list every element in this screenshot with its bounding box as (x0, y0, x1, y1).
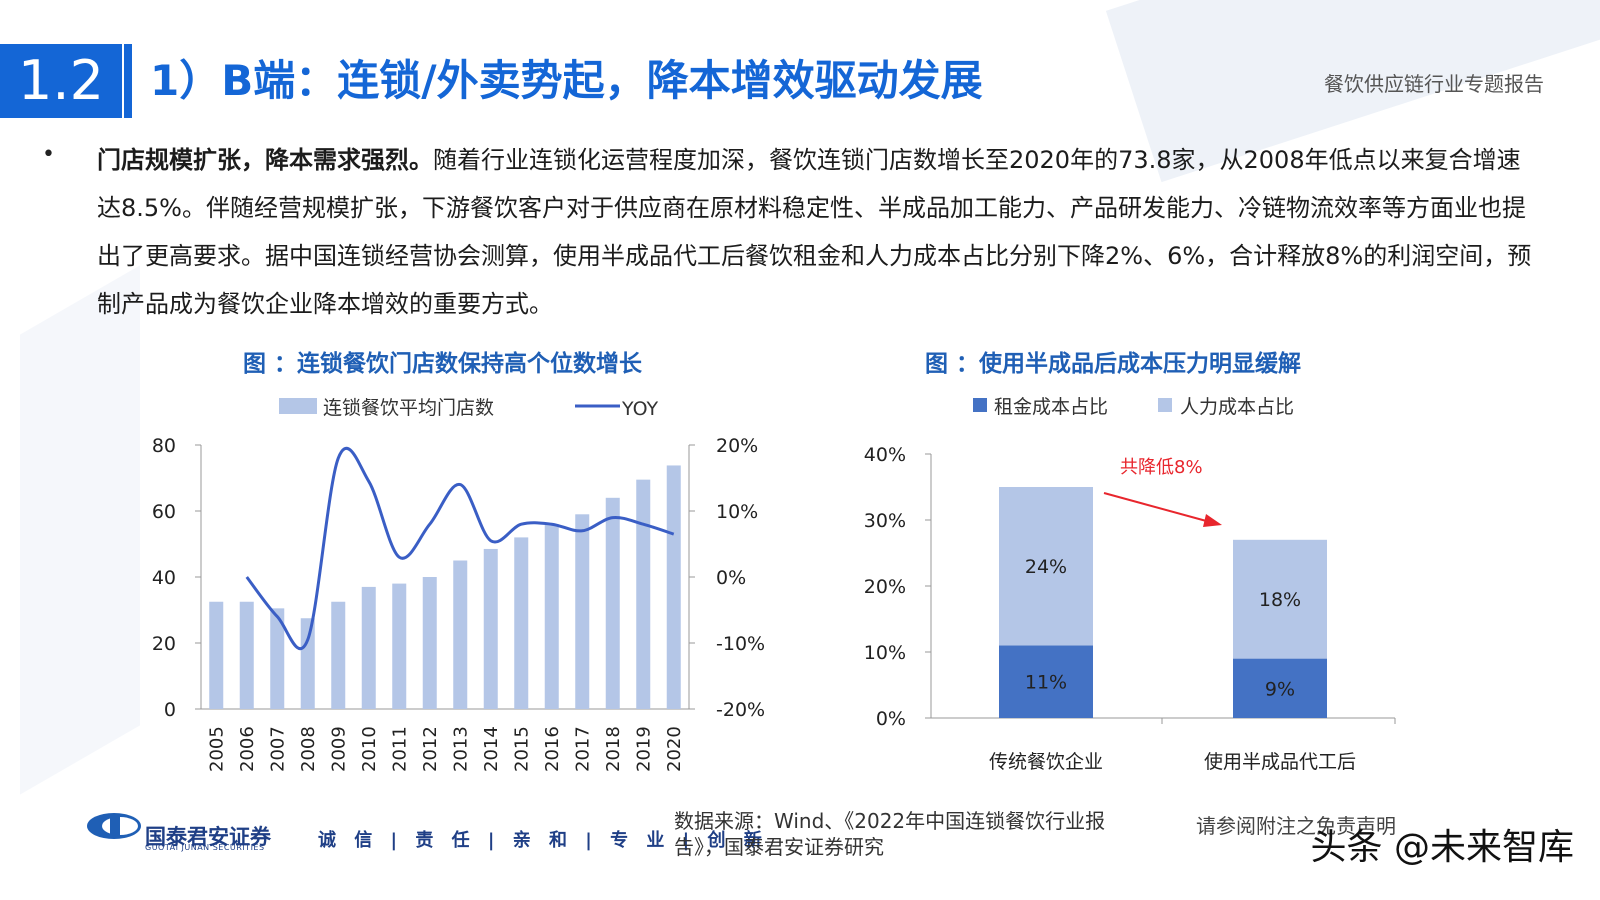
chart2-label-labor: 18% (1259, 589, 1301, 611)
chart2-y-tick-label: 30% (864, 510, 906, 532)
chart2-label-rent: 9% (1265, 678, 1295, 700)
chart1-x-label: 2016 (542, 726, 563, 772)
chart1-bar (300, 618, 315, 709)
data-source: 数据来源：Wind、《2022年中国连锁餐饮行业报告》，国泰君安证券研究 (674, 809, 1106, 859)
chart1-x-label: 2012 (420, 726, 441, 772)
chart1-bar (666, 465, 681, 709)
chart2-y-tick-label: 10% (864, 642, 906, 664)
watermark: 头条 @未来智库 (1310, 827, 1574, 868)
chart1-bar (392, 583, 407, 709)
company-logo-sub: GUOTAI JUNAN SECURITIES (145, 843, 265, 852)
chart2-annotation-arrow (1103, 492, 1211, 523)
chart1-left-tick-label: 20 (152, 633, 176, 655)
chart1-x-label: 2017 (572, 726, 593, 772)
chart2-y-tick-label: 20% (864, 576, 906, 598)
chart1-x-label: 2008 (298, 726, 319, 772)
chart1-x-label: 2006 (237, 726, 258, 772)
chart1-x-label: 2020 (664, 726, 685, 772)
chart1-bar (209, 601, 224, 709)
chart1-bar (422, 577, 437, 709)
chart2-label-rent: 11% (1025, 672, 1067, 694)
chart1-left-tick-label: 60 (152, 501, 176, 523)
disclaimer-link[interactable]: 请参阅附注之免责声明 (1196, 814, 1396, 838)
bullet-marker: • (42, 142, 55, 167)
chart1-bar (605, 497, 620, 709)
legend-label-labor: 人力成本占比 (1180, 396, 1294, 418)
legend-swatch-stores (279, 398, 317, 414)
chart1-left-tick-label: 0 (164, 699, 176, 721)
chart2-y-tick-label: 0% (876, 708, 906, 730)
legend-swatch-labor (1158, 398, 1172, 412)
chart1-x-label: 2010 (359, 726, 380, 772)
chart1-bar (636, 479, 651, 709)
chart1-bar (514, 537, 529, 709)
chart2-y-tick-label: 40% (864, 444, 906, 466)
chart1-bar (239, 601, 254, 709)
chart1-bar (270, 608, 285, 709)
chart1-title: 图 ：连锁餐饮门店数保持高个位数增长 (243, 351, 643, 377)
report-name: 餐饮供应链行业专题报告 (1324, 72, 1544, 96)
company-logo-icon (87, 813, 141, 839)
page-title: 1）B端：连锁/外卖势起，降本增效驱动发展 (150, 56, 983, 105)
body-paragraph: 门店规模扩张，降本需求强烈。随着行业连锁化运营程度加深，餐饮连锁门店数增长至20… (97, 136, 1542, 328)
legend-label-yoy: YOY (621, 398, 658, 420)
company-logo-name: 国泰君安证券 (145, 825, 271, 849)
chart1-bar (453, 560, 468, 709)
chart2-bar-labor (1233, 539, 1327, 659)
chart1-bar (361, 586, 376, 709)
paragraph-text: 随着行业连锁化运营程度加深，餐饮连锁门店数增长至2020年的73.8家，从200… (97, 146, 1532, 318)
chart1-x-label: 2018 (603, 726, 624, 772)
chart1-x-label: 2011 (389, 726, 410, 772)
chart1-bar (483, 548, 498, 709)
company-motto: 诚 信 | 责 任 | 亲 和 | 专 业 | 创 新 (318, 830, 768, 851)
chart1-bar (575, 514, 590, 709)
chart2-label-labor: 24% (1025, 556, 1067, 578)
chart1-x-label: 2013 (450, 726, 471, 772)
legend-swatch-rent (973, 398, 987, 412)
chart2-bar-rent (1233, 658, 1327, 718)
chart1-bar (331, 601, 346, 709)
chart1-left-tick-label: 40 (152, 567, 176, 589)
chart1-right-tick-label: -20% (716, 699, 765, 721)
chart1-yoy-line (245, 446, 675, 650)
chart1-right-tick-label: 20% (716, 435, 758, 457)
chart1-right-tick-label: 10% (716, 501, 758, 523)
legend-label-rent: 租金成本占比 (994, 396, 1108, 418)
chart1-right-tick-label: -10% (716, 633, 765, 655)
chart2-bar-rent (999, 645, 1093, 718)
chart2-bar-labor (999, 487, 1093, 646)
title-divider (124, 44, 132, 118)
chart2-x-label: 使用半成品代工后 (1204, 751, 1356, 773)
chart2-annotation: 共降低8% (1120, 457, 1203, 478)
chart1-x-label: 2015 (511, 726, 532, 772)
chart2-annotation-arrowhead (1203, 514, 1222, 527)
paragraph-lead: 门店规模扩张，降本需求强烈。 (97, 146, 433, 174)
chart1-left-tick-label: 80 (152, 435, 176, 457)
chart1-x-label: 2019 (633, 726, 654, 772)
chart2-x-label: 传统餐饮企业 (989, 751, 1103, 773)
legend-label-stores: 连锁餐饮平均门店数 (323, 397, 494, 419)
chart2-title: 图 ：使用半成品后成本压力明显缓解 (925, 351, 1302, 377)
chart1-x-label: 2009 (328, 726, 349, 772)
chart1-x-label: 2014 (481, 726, 502, 772)
chart1-bar (544, 524, 559, 709)
chart1-right-tick-label: 0% (716, 567, 746, 589)
section-number: 1.2 (0, 44, 122, 118)
chart1-x-label: 2005 (206, 726, 227, 772)
chart1-x-label: 2007 (267, 726, 288, 772)
